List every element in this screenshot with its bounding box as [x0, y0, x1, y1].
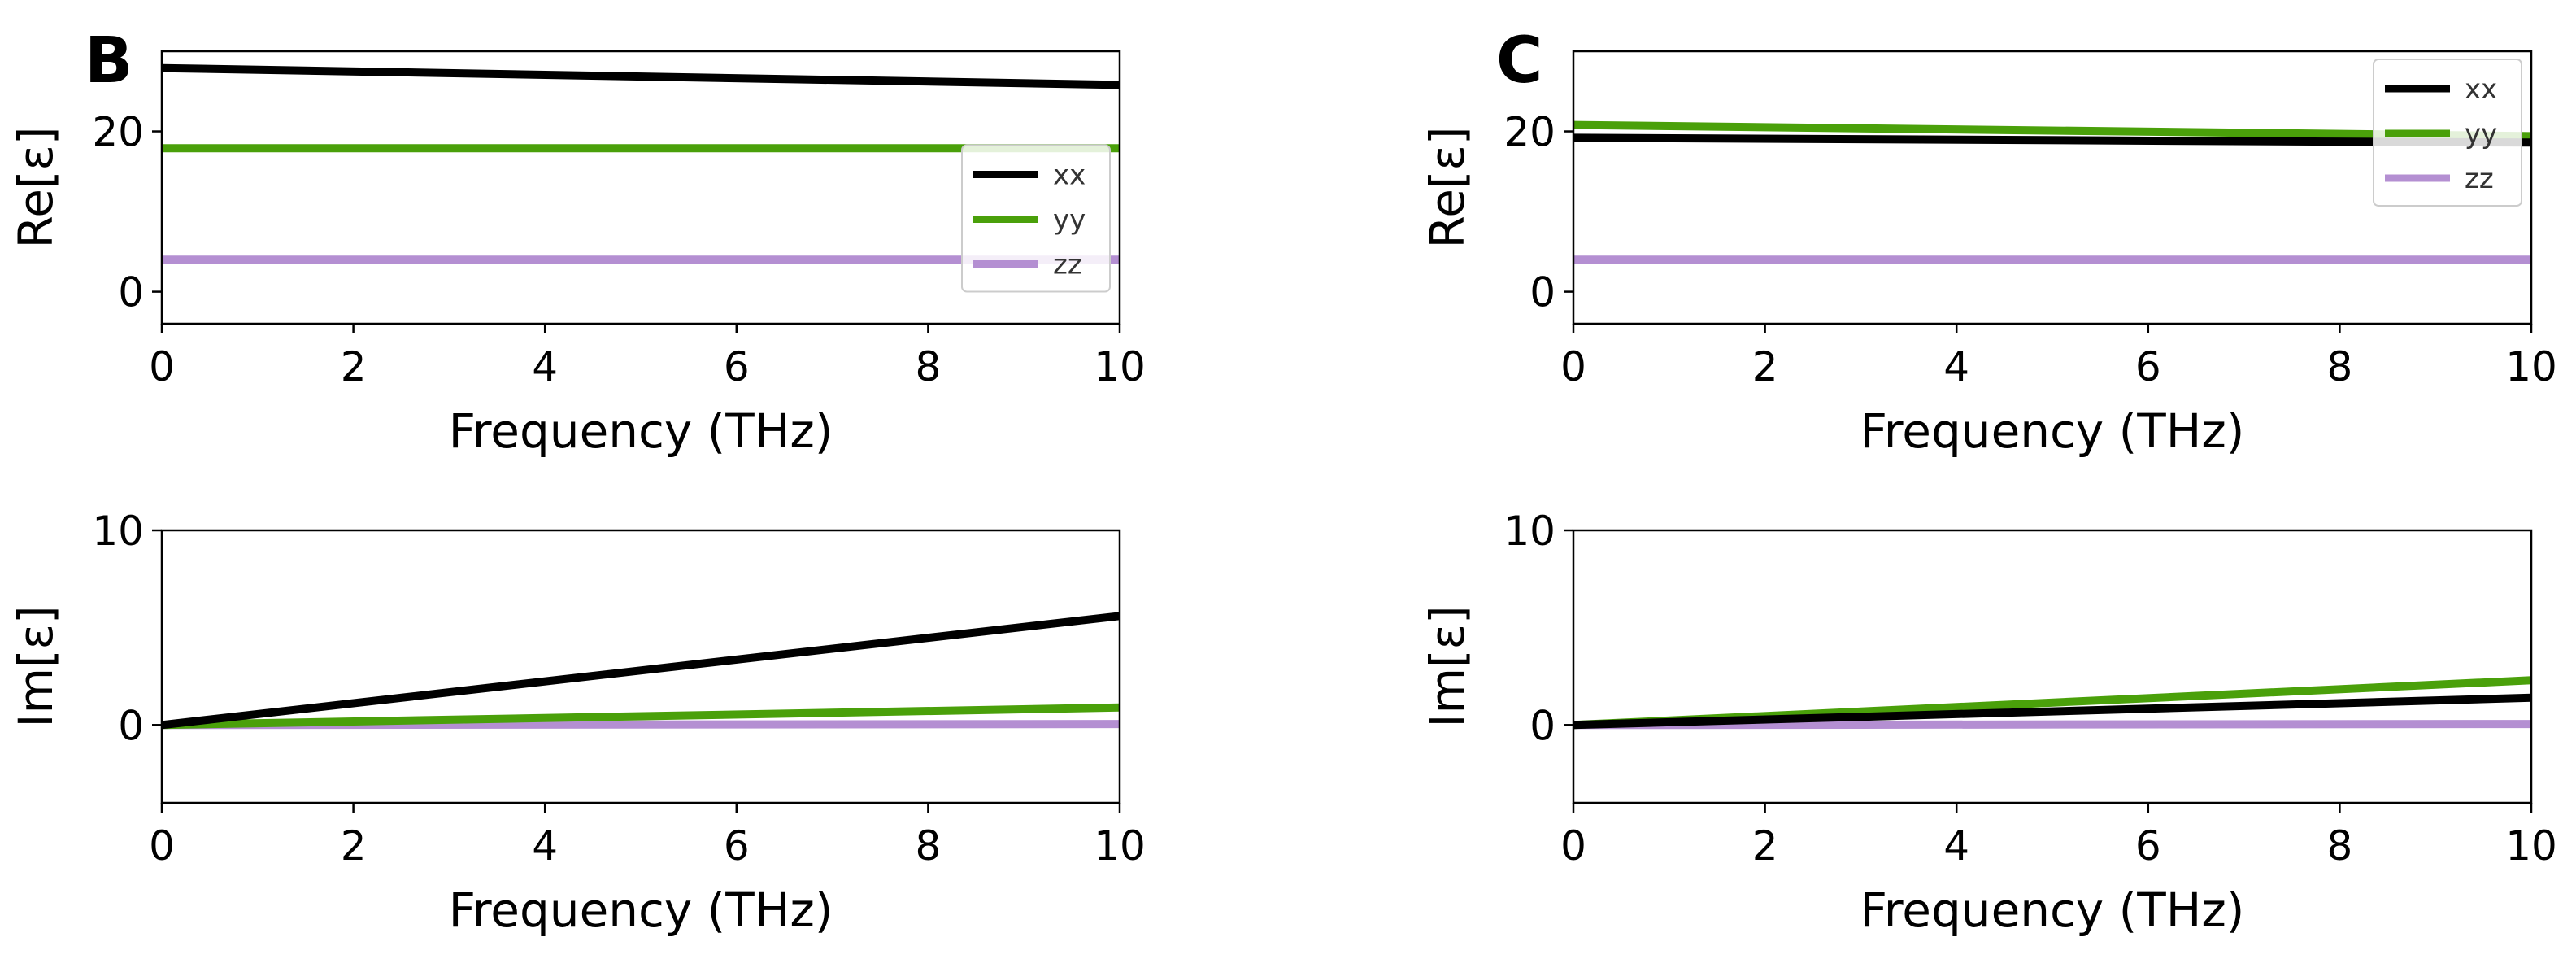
x-tick-label: 2: [1752, 822, 1778, 870]
x-tick-label: 2: [341, 343, 367, 390]
x-tick-label: 6: [2135, 343, 2161, 390]
plot-frame: [160, 50, 1121, 325]
x-tick-label: 8: [2326, 822, 2352, 870]
legend-label-zz: zz: [2465, 163, 2494, 195]
x-axis-label: Frequency (THz): [1860, 883, 2245, 938]
series-line-xx: [1573, 693, 2532, 730]
legend: xx yy zz: [2373, 59, 2522, 207]
y-tick-label: 20: [1503, 109, 1556, 156]
panel-letter: B: [85, 24, 133, 98]
x-tick-label: 6: [724, 343, 750, 390]
chart-panel-0: 0 2 4 6 8 10 0 20 Frequency (THz) Re[ε] Bxx yy zz: [8, 24, 1146, 459]
x-tick-label: 6: [724, 822, 750, 870]
x-tick-label: 10: [2505, 822, 2557, 870]
x-tick-label: 4: [532, 822, 558, 870]
x-tick-label: 0: [1560, 822, 1586, 870]
plot-frame: [160, 529, 1121, 804]
x-axis-label: Frequency (THz): [449, 403, 833, 459]
x-tick-label: 10: [1094, 822, 1146, 870]
x-tick-label: 4: [532, 343, 558, 390]
x-tick-label: 8: [2326, 343, 2352, 390]
y-tick-label: 20: [92, 109, 144, 156]
y-tick-label: 0: [118, 269, 144, 316]
legend-label-xx: xx: [1053, 159, 1086, 192]
x-tick-label: 4: [1943, 822, 1969, 870]
legend-label-xx: xx: [2465, 73, 2497, 106]
x-axis-label: Frequency (THz): [449, 883, 833, 938]
y-tick-label: 0: [1530, 269, 1556, 316]
legend: xx yy zz: [961, 144, 1111, 293]
legend-label-yy: yy: [1053, 204, 1086, 237]
series-line-xx: [161, 63, 1120, 89]
panel-letter: C: [1496, 24, 1543, 98]
x-axis-label: Frequency (THz): [1860, 403, 2245, 459]
series-line-zz: [1573, 720, 2532, 730]
legend-label-yy: yy: [2465, 118, 2497, 150]
x-tick-label: 0: [1560, 343, 1586, 390]
chart-panel-1: 0 2 4 6 8 10 0 10 Frequency (THz) Im[ε]: [8, 508, 1146, 938]
x-tick-label: 10: [2505, 343, 2557, 390]
plot-frame: [1572, 50, 2533, 325]
x-tick-label: 2: [341, 822, 367, 870]
legend-label-zz: zz: [1053, 249, 1082, 281]
x-tick-label: 10: [1094, 343, 1146, 390]
x-tick-label: 6: [2135, 822, 2161, 870]
x-tick-label: 4: [1943, 343, 1969, 390]
x-tick-label: 8: [915, 343, 941, 390]
y-axis-label: Im[ε]: [8, 605, 63, 727]
x-tick-label: 0: [149, 822, 175, 870]
chart-panel-3: 0 2 4 6 8 10 0 10 Frequency (THz) Im[ε]: [1420, 508, 2557, 938]
x-tick-label: 0: [149, 343, 175, 390]
plot-frame: [1572, 529, 2533, 804]
y-tick-label: 10: [1503, 508, 1556, 555]
x-tick-label: 2: [1752, 343, 1778, 390]
chart-panel-2: 0 2 4 6 8 10 0 20 Frequency (THz) Re[ε] C xx yy zz: [1420, 24, 2557, 459]
series-line-xx: [1573, 133, 2532, 147]
series-line-yy: [1573, 120, 2532, 141]
y-axis-label: Re[ε]: [1420, 127, 1475, 249]
series-line-yy: [161, 703, 1120, 730]
y-tick-label: 0: [1530, 702, 1556, 749]
x-tick-label: 8: [915, 822, 941, 870]
series-line-xx: [161, 612, 1120, 730]
y-axis-label: Re[ε]: [8, 127, 63, 249]
y-axis-label: Im[ε]: [1420, 605, 1475, 727]
y-tick-label: 10: [92, 508, 144, 555]
y-tick-label: 0: [118, 702, 144, 749]
